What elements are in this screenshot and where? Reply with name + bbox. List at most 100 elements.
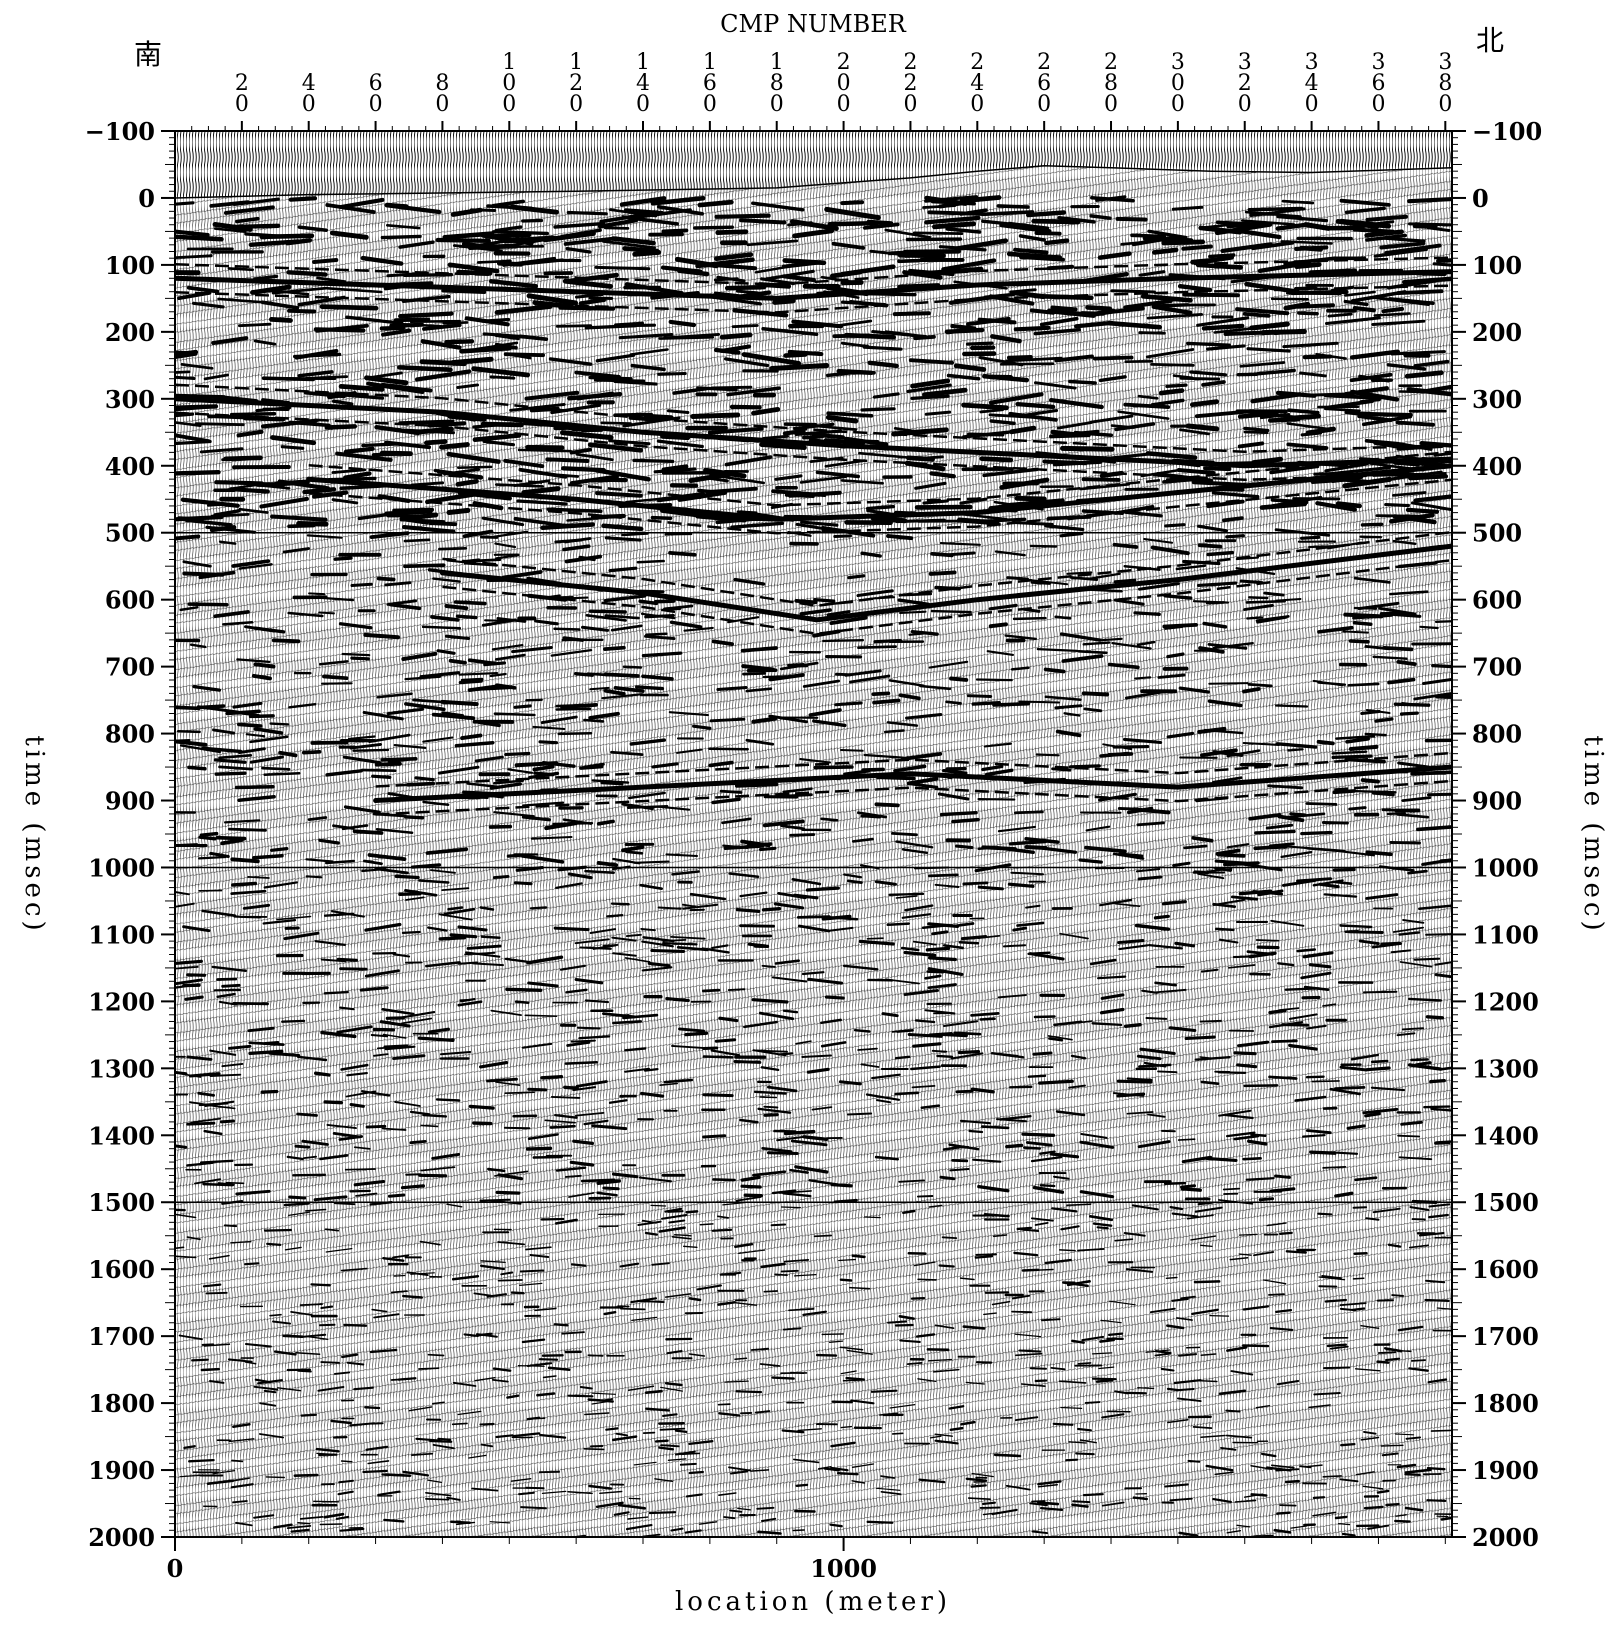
- reflection-event: [791, 319, 844, 329]
- ground-surface-line: [174, 165, 1453, 199]
- reflection-event: [728, 1466, 752, 1472]
- reflection-event: [1283, 256, 1337, 266]
- reflection-event: [1365, 233, 1407, 242]
- reflection-event: [772, 298, 796, 305]
- reflection-event: [540, 522, 596, 531]
- reflection-event: [553, 1323, 569, 1327]
- y-tick-label-left: 1900: [88, 1456, 155, 1485]
- reflection-event: [838, 1080, 862, 1086]
- y-tick-label-right: 1900: [1472, 1456, 1539, 1485]
- reflection-event: [381, 328, 412, 337]
- reflection-event: [980, 1125, 1010, 1130]
- reflection-event: [403, 815, 425, 820]
- reflection-event: [1120, 241, 1145, 246]
- reflection-event: [578, 555, 596, 562]
- reflection-event: [817, 424, 858, 431]
- reflection-event: [209, 1049, 237, 1056]
- reflection-event: [770, 1223, 787, 1227]
- reflection-event: [1048, 398, 1104, 410]
- y-tick-label-right: 200: [1472, 318, 1522, 347]
- reflection-event: [982, 467, 1039, 478]
- reflection-event: [1263, 591, 1285, 597]
- reflection-event: [230, 1241, 252, 1244]
- direction-label-left: 南: [134, 38, 162, 71]
- reflection-event: [821, 914, 852, 921]
- reflection-event: [1087, 572, 1121, 581]
- reflection-event: [1200, 1353, 1217, 1357]
- reflection-event: [758, 1011, 795, 1021]
- reflection-event: [562, 636, 585, 642]
- reflection-event: [712, 1178, 736, 1182]
- reflection-event: [1171, 1297, 1189, 1302]
- reflection-event: [456, 383, 480, 389]
- reflection-event: [332, 1132, 361, 1139]
- reflection-event: [776, 1136, 804, 1142]
- reflection-event: [1113, 598, 1145, 606]
- reflection-event: [201, 1343, 215, 1346]
- reflection-event: [904, 904, 934, 912]
- reflection-event: [1178, 1531, 1199, 1537]
- reflection-event: [1205, 1156, 1238, 1162]
- reflection-event: [1343, 299, 1369, 307]
- reflection-event: [633, 1461, 657, 1466]
- reflection-event: [951, 817, 980, 824]
- reflection-event: [555, 882, 583, 889]
- reflection-event: [970, 1087, 995, 1094]
- reflection-event: [565, 246, 592, 254]
- reflection-event: [1030, 1155, 1063, 1163]
- reflection-event: [362, 1469, 388, 1474]
- reflection-event: [1440, 1516, 1452, 1521]
- reflection-event: [781, 1429, 805, 1434]
- reflection-event: [1085, 825, 1111, 832]
- reflection-event: [1050, 305, 1078, 312]
- reflection-event: [1436, 258, 1452, 263]
- reflection-event: [253, 626, 286, 634]
- reflection-event: [660, 434, 691, 441]
- reflection-event: [352, 829, 384, 835]
- reflection-event: [813, 765, 854, 770]
- reflection-event: [757, 1530, 782, 1535]
- reflection-event: [1218, 1389, 1247, 1396]
- reflection-event: [511, 646, 553, 654]
- reflection-event: [1327, 312, 1353, 318]
- reflection-event: [1333, 466, 1392, 475]
- reflection-event: [184, 995, 204, 1001]
- reflection-event: [458, 679, 483, 685]
- reflection-event: [1182, 292, 1240, 298]
- reflection-event: [811, 432, 845, 440]
- reflection-event: [1404, 1506, 1424, 1512]
- reflection-event: [1243, 430, 1269, 435]
- reflection-event: [820, 817, 839, 822]
- reflection-event: [866, 504, 896, 511]
- reflection-event: [1305, 426, 1336, 436]
- reflection-event: [1281, 1023, 1310, 1027]
- reflection-event: [610, 902, 630, 906]
- reflection-event: [1039, 1150, 1056, 1155]
- reflection-event: [525, 444, 565, 451]
- reflection-event: [624, 1047, 647, 1052]
- reflection-event: [795, 1040, 812, 1045]
- reflection-event: [180, 497, 240, 508]
- reflection-event: [495, 1190, 521, 1195]
- reflection-event: [175, 705, 201, 711]
- reflection-event: [305, 875, 323, 879]
- reflection-event: [966, 694, 993, 698]
- reflection-event: [1237, 411, 1279, 419]
- reflection-event: [532, 764, 555, 772]
- reflector-sidelobe: [442, 530, 1452, 608]
- y-tick-label-left: 600: [105, 586, 155, 615]
- reflection-event: [774, 474, 803, 481]
- reflection-event: [1404, 1473, 1421, 1477]
- reflection-event: [497, 1241, 525, 1246]
- reflection-event: [979, 1017, 996, 1021]
- reflection-event: [393, 1274, 406, 1277]
- reflection-event: [1385, 1357, 1401, 1362]
- reflection-event: [945, 700, 962, 705]
- reflection-event: [175, 1246, 185, 1250]
- reflection-event: [1037, 1480, 1062, 1486]
- reflection-event: [1392, 539, 1417, 545]
- reflection-event: [638, 1176, 673, 1183]
- reflection-event: [1365, 893, 1399, 900]
- reflection-event: [1243, 603, 1274, 611]
- reflection-event: [741, 352, 802, 366]
